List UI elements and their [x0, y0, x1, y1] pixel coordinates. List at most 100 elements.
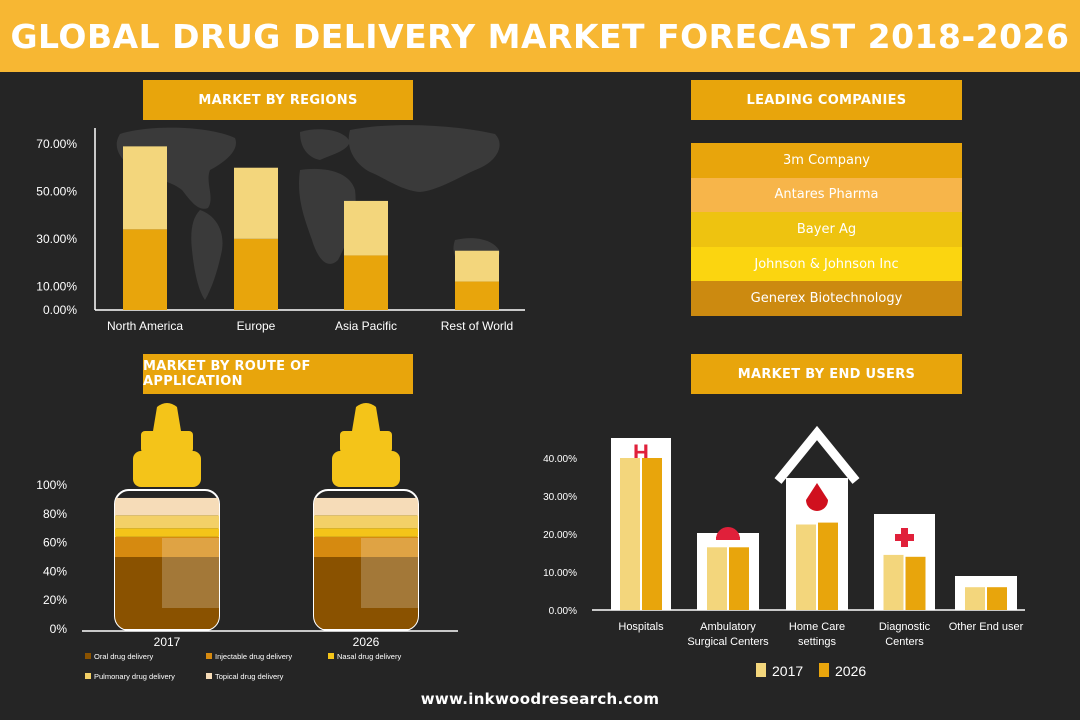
y-tick-label: 100% [36, 478, 67, 492]
ambulatory-building-icon [697, 533, 759, 610]
x-tick-label: Diagnostic Centers [879, 621, 931, 648]
roof-icon [774, 425, 860, 484]
company-list: 3m Company Antares Pharma Bayer Ag Johnson … [691, 143, 962, 316]
y-tick-label: 20% [43, 593, 67, 607]
region-bar-segment [123, 146, 167, 230]
route-bar-segment [115, 515, 219, 529]
y-tick-label: 10.00% [36, 279, 77, 293]
blood-drop-icon [806, 483, 828, 511]
legend-swatch [85, 653, 91, 659]
bottle-cap-icon [352, 403, 380, 431]
x-tick-label: Other End user [949, 621, 1024, 633]
end-user-bar [620, 458, 640, 610]
end-user-bar [965, 587, 985, 610]
y-tick-label: 0.00% [43, 303, 77, 317]
route-bar-segment [314, 515, 418, 529]
company-item: Johnson & Johnson Inc [691, 246, 962, 282]
siren-icon [716, 527, 740, 539]
end-user-bar [729, 547, 749, 610]
company-item: Bayer Ag [691, 212, 962, 247]
company-item: 3m Company [691, 143, 962, 178]
legend-swatch [206, 673, 212, 679]
y-tick-label: 60% [43, 536, 67, 550]
y-tick-label: 0.00% [549, 606, 577, 617]
x-tick-label: North America [107, 319, 183, 333]
y-tick-label: 40.00% [543, 454, 577, 465]
bottle-collar [133, 451, 201, 487]
route-bar-segment [314, 528, 418, 537]
y-tick-label: 30.00% [543, 492, 577, 503]
x-tick-label: Asia Pacific [335, 319, 397, 333]
x-tick-label: 2017 [154, 635, 181, 649]
end-user-bar [883, 554, 904, 610]
other-building-icon [955, 576, 1017, 610]
route-bar-segment [115, 557, 219, 629]
legend-label: Topical drug delivery [215, 672, 284, 681]
end-user-bar [707, 547, 727, 610]
end-user-bar [818, 522, 838, 610]
legend-label: Pulmonary drug delivery [94, 672, 175, 681]
legend-swatch [85, 673, 91, 679]
bottle-neck [141, 431, 193, 453]
legend-label: Oral drug delivery [94, 652, 153, 661]
medical-cross-icon [895, 528, 914, 547]
route-section-header: MARKET BY ROUTE OF APPLICATION [143, 354, 413, 394]
region-bar-segment [234, 167, 278, 239]
legend-label: 2026 [835, 663, 866, 679]
legend-swatch [819, 663, 829, 677]
siren-base [716, 537, 740, 540]
y-tick-label: 50.00% [36, 184, 77, 198]
regions-section-header: MARKET BY REGIONS [143, 80, 413, 120]
y-tick-label: 80% [43, 507, 67, 521]
company-item: Antares Pharma [691, 177, 962, 213]
bottle-label-sticker [361, 538, 418, 608]
x-tick-label: 2026 [353, 635, 380, 649]
legend-swatch [328, 653, 334, 659]
y-tick-label: 40% [43, 564, 67, 578]
bottle-2017 [114, 403, 220, 631]
y-tick-label: 20.00% [543, 530, 577, 541]
bottle-2026 [313, 403, 419, 631]
companies-section-header: LEADING COMPANIES [691, 80, 962, 120]
route-bar-segment [314, 557, 418, 629]
y-tick-label: 10.00% [543, 568, 577, 579]
bottle-cap-icon [153, 403, 181, 431]
legend-swatch [756, 663, 766, 677]
footer-url: www.inkwoodresearch.com [420, 690, 660, 708]
title-banner: GLOBAL DRUG DELIVERY MARKET FORECAST 201… [0, 0, 1080, 72]
region-bar-segment [234, 238, 278, 310]
company-item: Generex Biotechnology [691, 281, 962, 316]
y-tick-label: 0% [50, 622, 68, 636]
end-user-bar [987, 587, 1007, 610]
route-bar-segment [115, 528, 219, 537]
x-tick-label: Europe [237, 319, 276, 333]
region-bar-segment [123, 229, 167, 310]
x-tick-label: Rest of World [441, 319, 513, 333]
world-map-background [116, 125, 500, 300]
route-bar-segment [115, 536, 219, 557]
end-user-bar [905, 556, 926, 610]
route-chart: 100% 80% 60% 40% 20% 0% 2017 2026 Oral drug deli… [36, 403, 458, 681]
region-bar-segment [455, 281, 499, 310]
legend-label: 2017 [772, 663, 803, 679]
route-bar-segment [115, 497, 219, 516]
end-users-section-header: MARKET BY END USERS [691, 354, 962, 394]
page-title: GLOBAL DRUG DELIVERY MARKET FORECAST 201… [10, 16, 1070, 56]
legend-swatch [206, 653, 212, 659]
bottle-neck [340, 431, 392, 453]
route-bar-segment [314, 497, 418, 516]
bottle-label-sticker [162, 538, 219, 608]
bottle-collar [332, 451, 400, 487]
end-user-bar [642, 458, 662, 610]
region-bar-segment [344, 200, 388, 256]
end-user-bar [796, 524, 816, 610]
legend-label: Nasal drug delivery [337, 652, 401, 661]
x-tick-label: Hospitals [618, 621, 664, 633]
regions-chart: 70.00% 50.00% 30.00% 10.00% 0.00% North Ameri… [36, 125, 525, 333]
region-bar-segment [455, 250, 499, 282]
x-tick-label: Ambulatory Surgical Centers [687, 621, 769, 648]
legend-label: Injectable drug delivery [215, 652, 292, 661]
x-tick-label: Home Care settings [789, 621, 845, 648]
route-bar-segment [314, 536, 418, 557]
